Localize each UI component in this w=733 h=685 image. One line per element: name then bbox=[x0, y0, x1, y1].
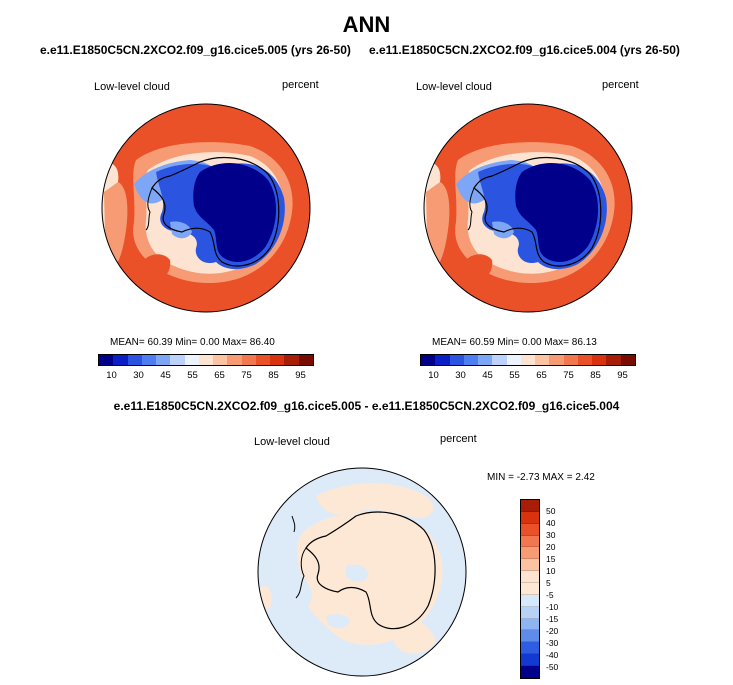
colorbar-tick-label: 55 bbox=[509, 370, 520, 381]
diff-colorbar-swatch bbox=[521, 511, 539, 524]
colorbar-swatch bbox=[520, 355, 536, 365]
colorbar-swatch bbox=[435, 355, 450, 365]
diff-colorbar-tick-label: 20 bbox=[546, 542, 556, 552]
diff-colorbar-tick-label: -10 bbox=[546, 602, 559, 612]
right-variable-label: Low-level cloud bbox=[416, 81, 492, 93]
diff-colorbar-swatch bbox=[521, 666, 539, 678]
colorbar-tick-label: 10 bbox=[106, 370, 117, 381]
right-colorbar-labels: 10 30 45 55 65 75 85 95 bbox=[420, 370, 636, 382]
diff-colorbar-swatch bbox=[521, 630, 539, 643]
right-units-label: percent bbox=[602, 79, 639, 91]
colorbar-swatch bbox=[241, 355, 256, 365]
colorbar-swatch bbox=[127, 355, 142, 365]
colorbar-tick-label: 75 bbox=[563, 370, 574, 381]
diff-colorbar-labels: 50 40 30 20 15 10 5 -5 -10 -15 -20 -30 -40 -50 bbox=[546, 499, 576, 679]
colorbar-swatch bbox=[198, 355, 214, 365]
diff-units-label: percent bbox=[440, 433, 477, 445]
diff-variable-label: Low-level cloud bbox=[254, 436, 330, 448]
colorbar-swatch bbox=[449, 355, 464, 365]
colorbar-tick-label: 85 bbox=[590, 370, 601, 381]
left-variable-label: Low-level cloud bbox=[94, 81, 170, 93]
colorbar-tick-label: 45 bbox=[482, 370, 493, 381]
right-panel-case: e.e11.E1850C5CN.2XCO2.f09_g16.cice5.004 … bbox=[369, 43, 680, 57]
colorbar-swatch bbox=[535, 355, 550, 365]
left-polar-map bbox=[101, 103, 311, 313]
colorbar-swatch bbox=[463, 355, 479, 365]
colorbar-swatch bbox=[478, 355, 493, 365]
colorbar-tick-label: 30 bbox=[133, 370, 144, 381]
diff-colorbar-tick-label: -50 bbox=[546, 662, 559, 672]
right-polar-map bbox=[423, 103, 633, 313]
colorbar-swatch bbox=[255, 355, 271, 365]
diff-colorbar-tick-label: -30 bbox=[546, 638, 559, 648]
diff-colorbar-swatch bbox=[521, 500, 539, 512]
left-stats: MEAN= 60.39 Min= 0.00 Max= 86.40 bbox=[110, 337, 275, 348]
left-colorbar-labels: 10 30 45 55 65 75 85 95 bbox=[98, 370, 314, 382]
diff-colorbar-swatch bbox=[521, 571, 539, 584]
colorbar-swatch bbox=[606, 355, 621, 365]
colorbar-swatch bbox=[227, 355, 242, 365]
colorbar-swatch bbox=[99, 355, 114, 365]
diff-colorbar-swatch bbox=[521, 618, 539, 631]
diff-colorbar-tick-label: -20 bbox=[546, 626, 559, 636]
diff-colorbar-tick-label: -40 bbox=[546, 650, 559, 660]
colorbar-swatch bbox=[170, 355, 185, 365]
diff-title: e.e11.E1850C5CN.2XCO2.f09_g16.cice5.005 … bbox=[113, 399, 620, 413]
colorbar-tick-label: 95 bbox=[295, 370, 306, 381]
colorbar-swatch bbox=[113, 355, 128, 365]
diff-colorbar-tick-label: -5 bbox=[546, 590, 554, 600]
diff-colorbar-tick-label: 30 bbox=[546, 530, 556, 540]
colorbar-swatch bbox=[549, 355, 564, 365]
colorbar-tick-label: 65 bbox=[214, 370, 225, 381]
diff-colorbar-swatch bbox=[521, 523, 539, 536]
diff-colorbar-tick-label: 50 bbox=[546, 506, 556, 516]
colorbar-tick-label: 55 bbox=[187, 370, 198, 381]
diff-polar-map bbox=[257, 467, 467, 677]
right-stats: MEAN= 60.59 Min= 0.00 Max= 86.13 bbox=[432, 337, 597, 348]
diff-colorbar-swatch bbox=[521, 594, 539, 607]
colorbar-swatch bbox=[213, 355, 228, 365]
diff-colorbar-swatch bbox=[521, 535, 539, 548]
season-title: ANN bbox=[342, 12, 391, 37]
colorbar-swatch bbox=[592, 355, 607, 365]
colorbar-swatch bbox=[184, 355, 199, 365]
colorbar-swatch bbox=[421, 355, 436, 365]
colorbar-tick-label: 45 bbox=[160, 370, 171, 381]
diff-colorbar-tick-label: 40 bbox=[546, 518, 556, 528]
diff-colorbar-swatch bbox=[521, 654, 539, 667]
colorbar-swatch bbox=[156, 355, 171, 365]
colorbar-swatch bbox=[298, 355, 313, 365]
diff-colorbar-swatch bbox=[521, 559, 539, 572]
colorbar-swatch bbox=[492, 355, 507, 365]
colorbar-swatch bbox=[563, 355, 578, 365]
colorbar-swatch bbox=[577, 355, 593, 365]
colorbar-tick-label: 95 bbox=[617, 370, 628, 381]
right-colorbar bbox=[420, 354, 636, 366]
diff-colorbar-swatch bbox=[521, 606, 539, 619]
diff-colorbar-tick-label: 5 bbox=[546, 578, 551, 588]
colorbar-tick-label: 85 bbox=[268, 370, 279, 381]
colorbar-swatch bbox=[270, 355, 285, 365]
colorbar-swatch bbox=[620, 355, 635, 365]
diff-colorbar-tick-label: -15 bbox=[546, 614, 559, 624]
diff-colorbar-swatch bbox=[521, 642, 539, 655]
colorbar-tick-label: 30 bbox=[455, 370, 466, 381]
diff-colorbar-tick-label: 15 bbox=[546, 554, 556, 564]
diff-colorbar-swatch bbox=[521, 583, 539, 595]
diff-colorbar bbox=[520, 499, 540, 679]
diff-colorbar-tick-label: 10 bbox=[546, 566, 556, 576]
colorbar-swatch bbox=[284, 355, 299, 365]
left-panel-case: e.e11.E1850C5CN.2XCO2.f09_g16.cice5.005 … bbox=[40, 43, 351, 57]
colorbar-tick-label: 65 bbox=[536, 370, 547, 381]
colorbar-tick-label: 75 bbox=[241, 370, 252, 381]
colorbar-swatch bbox=[141, 355, 157, 365]
colorbar-swatch bbox=[506, 355, 521, 365]
left-colorbar bbox=[98, 354, 314, 366]
diff-stats: MIN = -2.73 MAX = 2.42 bbox=[487, 472, 595, 483]
colorbar-tick-label: 10 bbox=[428, 370, 439, 381]
left-units-label: percent bbox=[282, 79, 319, 91]
diff-colorbar-swatch bbox=[521, 547, 539, 560]
